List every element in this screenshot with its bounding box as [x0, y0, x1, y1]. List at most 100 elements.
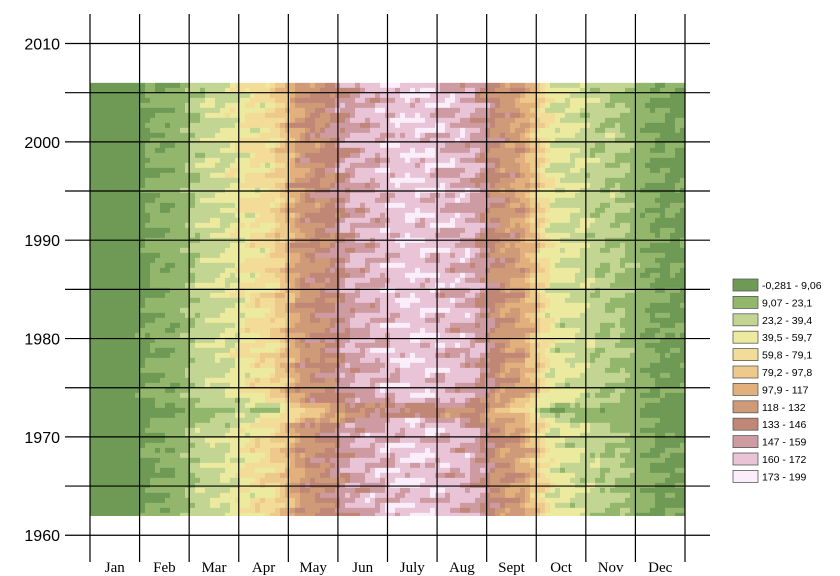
heatmap-cell — [585, 247, 591, 254]
heatmap-cell — [590, 92, 596, 99]
heatmap-cell — [515, 247, 521, 254]
heatmap-cell — [155, 217, 161, 224]
heatmap-cell — [165, 97, 171, 104]
heatmap-cell — [630, 207, 636, 214]
heatmap-cell — [415, 267, 421, 274]
heatmap-cell — [485, 87, 491, 94]
heatmap-cell — [350, 217, 356, 224]
heatmap-cell — [570, 277, 576, 284]
heatmap-cell — [315, 122, 321, 129]
heatmap-cell — [95, 242, 101, 249]
heatmap-cell — [680, 107, 686, 114]
heatmap-cell — [570, 92, 576, 99]
heatmap-cell — [185, 252, 191, 259]
heatmap-cell — [315, 147, 321, 154]
heatmap-cell — [275, 102, 281, 109]
heatmap-cell — [350, 212, 356, 219]
heatmap-cell — [625, 197, 631, 204]
heatmap-cell — [430, 277, 436, 284]
heatmap-cell — [185, 177, 191, 184]
heatmap-cell — [360, 172, 366, 179]
heatmap-cell — [555, 127, 561, 134]
heatmap-cell — [175, 92, 181, 99]
heatmap-cell — [350, 202, 356, 209]
heatmap-cell — [195, 97, 201, 104]
heatmap-cell — [305, 272, 311, 279]
heatmap-cell — [245, 167, 251, 174]
heatmap-cell — [505, 107, 511, 114]
heatmap-cell — [145, 212, 151, 219]
heatmap-cell — [545, 142, 551, 149]
heatmap-cell — [230, 252, 236, 259]
heatmap-cell — [215, 207, 221, 214]
heatmap-cell — [670, 87, 676, 94]
heatmap-cell — [360, 132, 366, 139]
heatmap-cell — [520, 167, 526, 174]
heatmap-cell — [465, 182, 471, 189]
heatmap-cell — [415, 207, 421, 214]
heatmap-cell — [550, 282, 556, 289]
heatmap-cell — [360, 122, 366, 129]
heatmap-cell — [640, 262, 646, 269]
heatmap-cell — [610, 97, 616, 104]
heatmap-cell — [375, 167, 381, 174]
heatmap-cell — [415, 162, 421, 169]
heatmap-cell — [220, 182, 226, 189]
heatmap-cell — [285, 127, 291, 134]
heatmap-cell — [630, 137, 636, 144]
heatmap-cell — [265, 272, 271, 279]
heatmap-cell — [115, 242, 121, 249]
heatmap-cell — [405, 177, 411, 184]
heatmap-cell — [485, 112, 491, 119]
heatmap-cell — [230, 167, 236, 174]
heatmap-cell — [490, 87, 496, 94]
heatmap-cell — [590, 82, 596, 89]
heatmap-cell — [625, 267, 631, 274]
heatmap-cell — [225, 217, 231, 224]
heatmap-cell — [675, 222, 681, 229]
heatmap-cell — [420, 87, 426, 94]
heatmap-cell — [115, 252, 121, 259]
heatmap-cell — [300, 287, 306, 294]
heatmap-cell — [245, 152, 251, 159]
heatmap-cell — [160, 247, 166, 254]
heatmap-cell — [185, 142, 191, 149]
heatmap-cell — [550, 87, 556, 94]
heatmap-cell — [580, 157, 586, 164]
heatmap-cell — [260, 232, 266, 239]
heatmap-cell — [405, 92, 411, 99]
heatmap-cell — [460, 272, 466, 279]
heatmap-cell — [465, 252, 471, 259]
heatmap-cell — [95, 132, 101, 139]
heatmap-cell — [645, 162, 651, 169]
heatmap-cell — [635, 142, 641, 149]
heatmap-cell — [340, 117, 346, 124]
heatmap-cell — [265, 82, 271, 89]
heatmap-cell — [520, 97, 526, 104]
heatmap-cell — [610, 147, 616, 154]
heatmap-cell — [510, 282, 516, 289]
heatmap-cell — [210, 152, 216, 159]
heatmap-cell — [195, 197, 201, 204]
heatmap-cell — [200, 102, 206, 109]
heatmap-cell — [405, 217, 411, 224]
heatmap-cell — [345, 157, 351, 164]
heatmap-cell — [370, 152, 376, 159]
heatmap-cell — [455, 82, 461, 89]
heatmap-cell — [565, 107, 571, 114]
heatmap-cell — [370, 247, 376, 254]
heatmap-cell — [585, 132, 591, 139]
heatmap-cell — [655, 147, 661, 154]
heatmap-cell — [525, 287, 531, 294]
heatmap-cell — [155, 87, 161, 94]
heatmap-cell — [90, 257, 96, 264]
heatmap-cell — [390, 277, 396, 284]
heatmap-cell — [565, 137, 571, 144]
heatmap-cell — [520, 157, 526, 164]
heatmap-cell — [265, 282, 271, 289]
heatmap-cell — [170, 137, 176, 144]
heatmap-cell — [535, 277, 541, 284]
heatmap-cell — [125, 217, 131, 224]
heatmap-cell — [520, 182, 526, 189]
heatmap-cell — [245, 137, 251, 144]
